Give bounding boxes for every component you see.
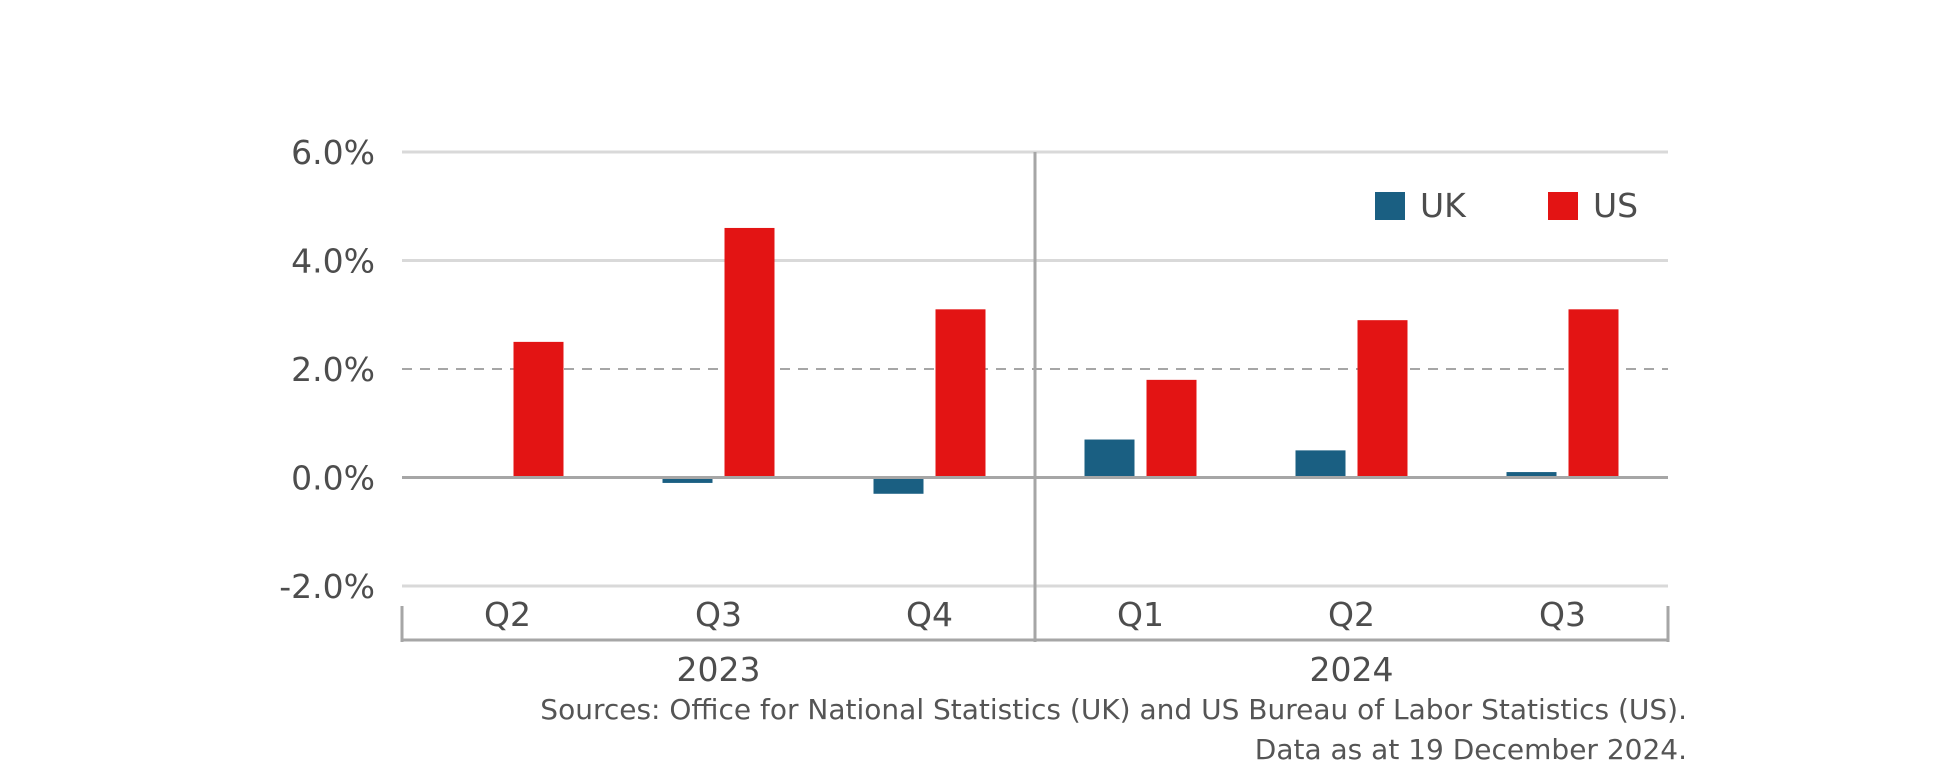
bar-us [724,227,775,478]
y-tick-label: 6.0% [291,133,375,172]
legend-label-us: US [1593,186,1638,225]
bar-uk [1506,472,1557,478]
bar-us [1357,320,1408,478]
y-tick-label: 2.0% [291,350,375,389]
bar-uk [1084,439,1135,478]
group-label: 2024 [1310,650,1394,689]
x-tick-label: Q4 [906,595,953,634]
x-tick-label: Q2 [484,595,531,634]
bar-uk [873,477,924,494]
axes [400,152,1670,642]
legend-swatch-uk [1375,192,1405,220]
legend-swatch-us [1548,192,1578,220]
y-tick-label: -2.0% [279,567,375,606]
y-axis-ticks: 6.0% 4.0% 2.0% 0.0% -2.0% [279,133,375,606]
legend-label-uk: UK [1420,186,1467,225]
bar-us [1568,309,1619,478]
source-note: Sources: Office for National Statistics … [540,693,1687,766]
legend: UK US [1375,186,1638,225]
group-label: 2023 [677,650,761,689]
x-tick-label: Q1 [1117,595,1164,634]
bar-us [513,341,564,478]
x-axis-ticks: Q2 Q3 Q4 Q1 Q2 Q3 2023 2024 [484,595,1586,689]
bar-uk [662,477,713,483]
bar-us [1146,379,1197,478]
x-tick-label: Q2 [1328,595,1375,634]
bar-uk [1295,450,1346,478]
source-note-line-2: Data as at 19 December 2024. [1255,733,1687,766]
bars [451,227,1619,494]
y-tick-label: 0.0% [291,459,375,498]
bar-us [935,309,986,478]
x-tick-label: Q3 [1539,595,1586,634]
y-tick-label: 4.0% [291,242,375,281]
source-note-line-1: Sources: Office for National Statistics … [540,693,1687,726]
x-tick-label: Q3 [695,595,742,634]
